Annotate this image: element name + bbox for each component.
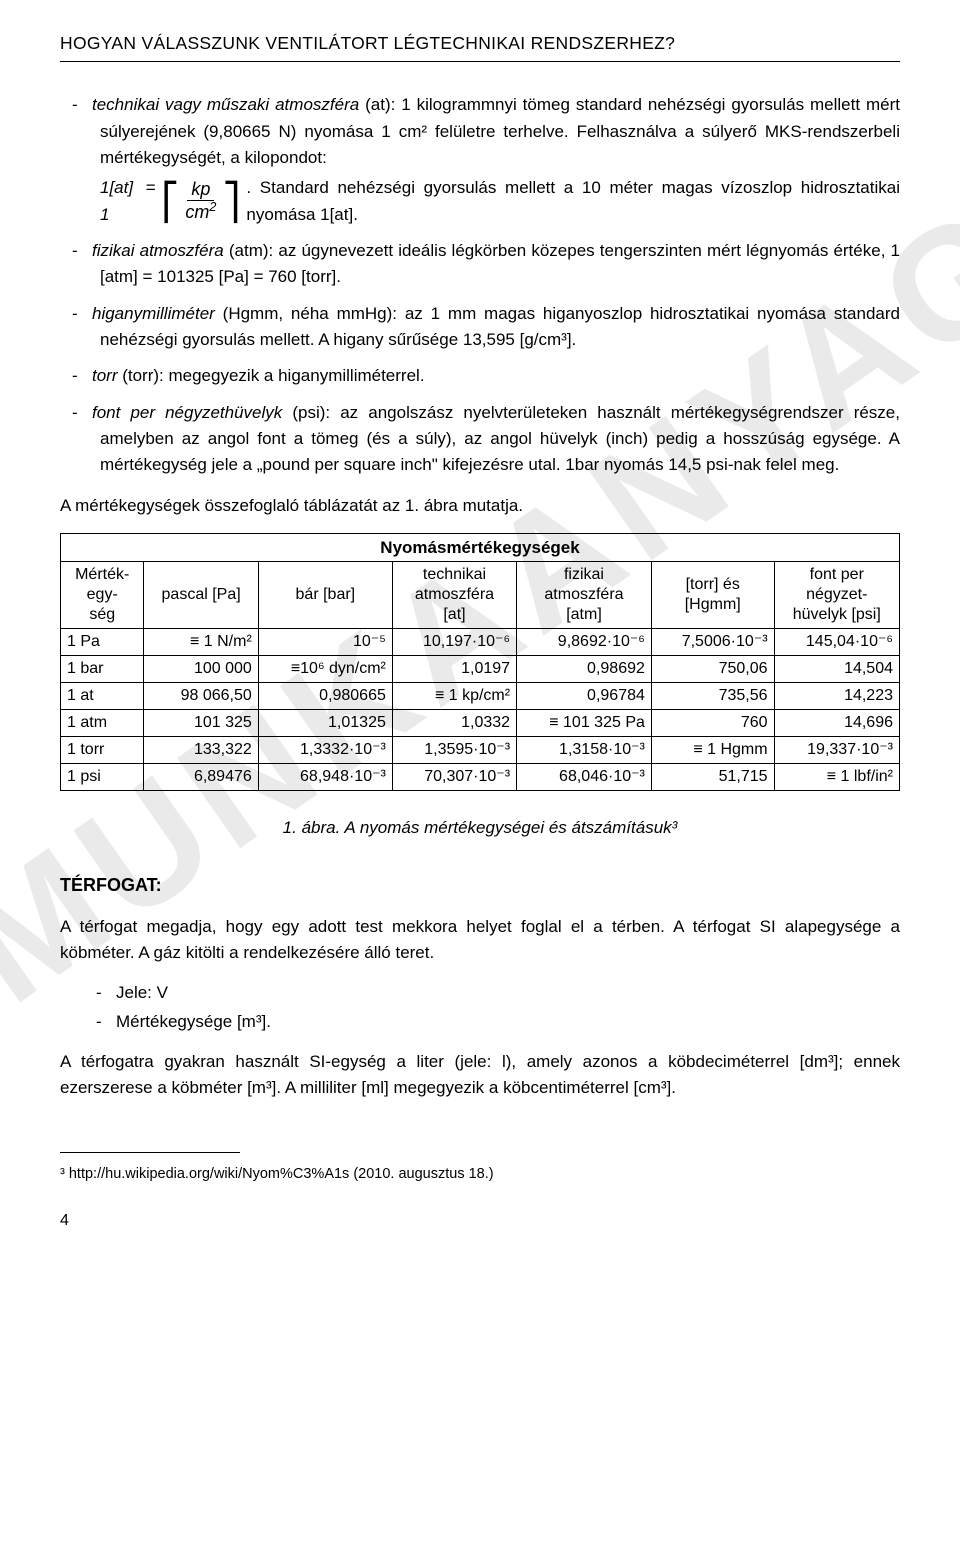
table-cell: ≡ 1 kp/cm² (392, 683, 516, 710)
table-row: 1 at98 066,500,980665≡ 1 kp/cm²0,9678473… (61, 683, 900, 710)
table-cell: 70,307·10⁻³ (392, 764, 516, 791)
figure-caption: 1. ábra. A nyomás mértékegységei és átsz… (60, 815, 900, 841)
footnote: ³ http://hu.wikipedia.org/wiki/Nyom%C3%A… (60, 1163, 900, 1185)
table-cell: 14,504 (774, 656, 899, 683)
units-table: Nyomásmértékegységek Mérték-egy-ségpasca… (60, 533, 900, 791)
term-hgmm: higanymilliméter (92, 304, 215, 323)
header-title: HOGYAN VÁLASSZUNK VENTILÁTORT LÉGTECHNIK… (60, 33, 675, 53)
table-header-cell: [torr] és[Hgmm] (651, 562, 774, 629)
table-cell: 0,96784 (517, 683, 652, 710)
table-title: Nyomásmértékegységek (61, 534, 900, 562)
table-body: 1 Pa≡ 1 N/m²10⁻⁵10,197·10⁻⁶9,8692·10⁻⁶7,… (61, 629, 900, 791)
table-cell: 1 psi (61, 764, 144, 791)
volume-li2: Mértékegysége [m³]. (116, 1012, 271, 1031)
footnote-rule (60, 1152, 240, 1153)
text-at-desc2: . Standard nehézségi gyorsulás mellett a… (246, 175, 900, 228)
table-cell: ≡ 101 325 Pa (517, 710, 652, 737)
table-row: 1 atm101 3251,013251,0332≡ 101 325 Pa760… (61, 710, 900, 737)
table-cell: 750,06 (651, 656, 774, 683)
volume-li1: Jele: V (116, 983, 168, 1002)
table-cell: ≡10⁶ dyn/cm² (258, 656, 392, 683)
table-cell: 1,3158·10⁻³ (517, 737, 652, 764)
table-cell: 1,3595·10⁻³ (392, 737, 516, 764)
bullet-hgmm: -higanymilliméter (Hgmm, néha mmHg): az … (100, 301, 900, 354)
table-row: 1 psi6,8947668,948·10⁻³70,307·10⁻³68,046… (61, 764, 900, 791)
text-hgmm-desc: (Hgmm, néha mmHg): az 1 mm magas higanyo… (100, 304, 900, 349)
table-cell: 0,980665 (258, 683, 392, 710)
page-header: HOGYAN VÁLASSZUNK VENTILÁTORT LÉGTECHNIK… (60, 30, 900, 62)
table-cell: 10⁻⁵ (258, 629, 392, 656)
table-cell: 1 Pa (61, 629, 144, 656)
table-cell: 735,56 (651, 683, 774, 710)
table-header-cell: technikaiatmoszféra[at] (392, 562, 516, 629)
table-cell: 7,5006·10⁻³ (651, 629, 774, 656)
table-cell: 51,715 (651, 764, 774, 791)
table-cell: 1 atm (61, 710, 144, 737)
table-cell: 10,197·10⁻⁶ (392, 629, 516, 656)
table-cell: 68,948·10⁻³ (258, 764, 392, 791)
table-cell: 1 at (61, 683, 144, 710)
volume-list: -Jele: V -Mértékegysége [m³]. (120, 980, 900, 1035)
formula-denominator: cm (185, 202, 209, 222)
term-torr: torr (92, 366, 118, 385)
table-cell: 1,01325 (258, 710, 392, 737)
table-cell: 1 torr (61, 737, 144, 764)
table-header-cell: bár [bar] (258, 562, 392, 629)
bullet-torr: -torr (torr): megegyezik a higanymillimé… (100, 363, 900, 389)
table-cell: 133,322 (144, 737, 258, 764)
table-cell: ≡ 1 N/m² (144, 629, 258, 656)
bullet-technical-atm: -technikai vagy műszaki atmoszféra (at):… (100, 92, 900, 228)
table-cell: 0,98692 (517, 656, 652, 683)
table-header-cell: pascal [Pa] (144, 562, 258, 629)
summary-line: A mértékegységek összefoglaló táblázatát… (60, 493, 900, 519)
formula-at: 1[at] = 1 ⎡ kp cm2 ⎤ . Standard nehézség… (100, 175, 900, 228)
term-at: technikai vagy műszaki atmoszféra (92, 95, 359, 114)
table-cell: 9,8692·10⁻⁶ (517, 629, 652, 656)
section-volume-heading: TÉRFOGAT: (60, 872, 900, 900)
table-cell: ≡ 1 lbf/in² (774, 764, 899, 791)
table-cell: 19,337·10⁻³ (774, 737, 899, 764)
formula-numerator: kp (187, 180, 214, 201)
table-cell: 98 066,50 (144, 683, 258, 710)
table-header-row: Mérték-egy-ségpascal [Pa]bár [bar]techni… (61, 562, 900, 629)
formula-lhs: 1[at] = 1 (100, 175, 155, 228)
bullet-psi: -font per négyzethüvelyk (psi): az angol… (100, 400, 900, 479)
table-header-cell: font pernégyzet-hüvelyk [psi] (774, 562, 899, 629)
formula-exp: 2 (209, 200, 216, 214)
table-cell: 1,0332 (392, 710, 516, 737)
table-cell: 760 (651, 710, 774, 737)
table-cell: 1,0197 (392, 656, 516, 683)
page-number: 4 (60, 1209, 900, 1234)
table-header-cell: Mérték-egy-ség (61, 562, 144, 629)
table-cell: 1,3332·10⁻³ (258, 737, 392, 764)
table-cell: 145,04·10⁻⁶ (774, 629, 899, 656)
table-cell: 68,046·10⁻³ (517, 764, 652, 791)
table-cell: 1 bar (61, 656, 144, 683)
volume-p2: A térfogatra gyakran használt SI-egység … (60, 1049, 900, 1102)
table-cell: 101 325 (144, 710, 258, 737)
table-row: 1 Pa≡ 1 N/m²10⁻⁵10,197·10⁻⁶9,8692·10⁻⁶7,… (61, 629, 900, 656)
table-cell: 14,223 (774, 683, 899, 710)
table-cell: 6,89476 (144, 764, 258, 791)
table-header-cell: fizikaiatmoszféra[atm] (517, 562, 652, 629)
table-cell: 14,696 (774, 710, 899, 737)
table-row: 1 bar100 000≡10⁶ dyn/cm²1,01970,98692750… (61, 656, 900, 683)
table-cell: ≡ 1 Hgmm (651, 737, 774, 764)
volume-p1: A térfogat megadja, hogy egy adott test … (60, 914, 900, 967)
table-row: 1 torr133,3221,3332·10⁻³1,3595·10⁻³1,315… (61, 737, 900, 764)
term-atm: fizikai atmoszféra (92, 241, 224, 260)
bullet-physical-atm: -fizikai atmoszféra (atm): az úgynevezet… (100, 238, 900, 291)
table-cell: 100 000 (144, 656, 258, 683)
text-torr-desc: (torr): megegyezik a higanymilliméterrel… (118, 366, 425, 385)
term-psi: font per négyzethüvelyk (92, 403, 282, 422)
